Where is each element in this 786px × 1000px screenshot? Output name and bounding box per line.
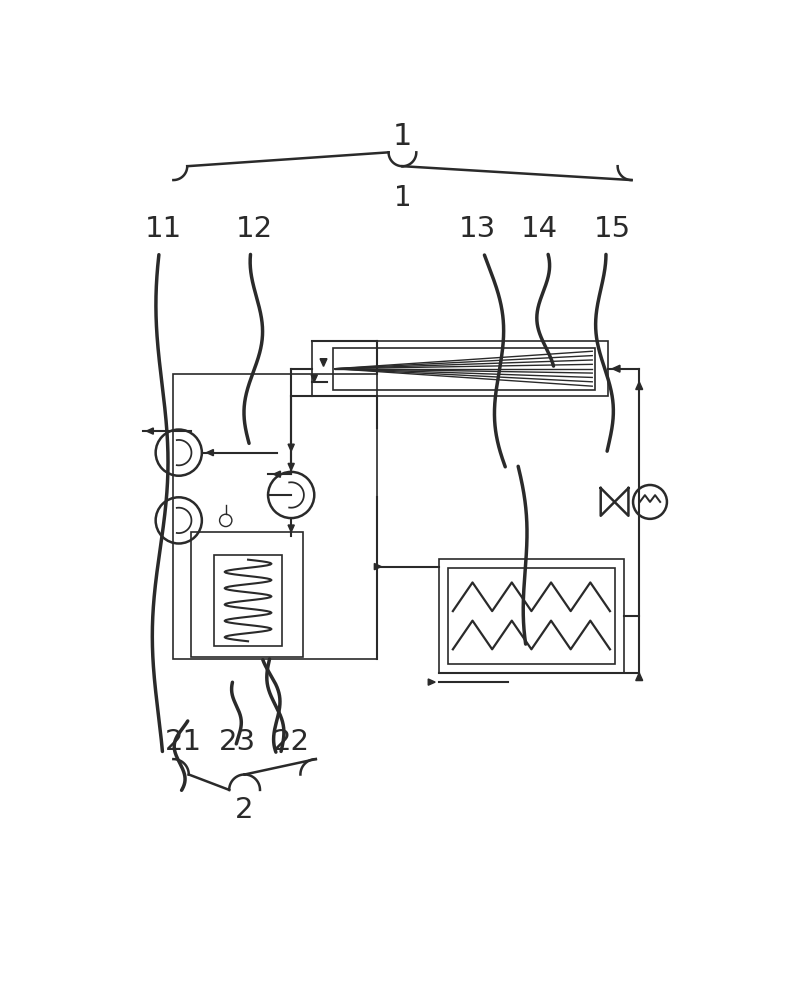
- Bar: [214, 555, 282, 646]
- Polygon shape: [636, 382, 643, 389]
- Polygon shape: [374, 563, 381, 570]
- Text: 1: 1: [394, 184, 412, 212]
- Polygon shape: [274, 471, 281, 477]
- Text: 13: 13: [459, 215, 496, 243]
- Bar: [174, 374, 377, 659]
- Polygon shape: [288, 444, 294, 451]
- Polygon shape: [207, 450, 214, 456]
- Text: 11: 11: [145, 215, 182, 243]
- Text: 14: 14: [520, 215, 558, 243]
- Text: 23: 23: [219, 728, 255, 756]
- Polygon shape: [428, 679, 435, 685]
- Polygon shape: [288, 525, 294, 532]
- Text: 15: 15: [593, 215, 631, 243]
- Polygon shape: [320, 359, 327, 366]
- Text: 22: 22: [273, 728, 310, 756]
- Polygon shape: [311, 375, 318, 382]
- Text: 12: 12: [236, 215, 273, 243]
- Text: 21: 21: [165, 728, 202, 756]
- Polygon shape: [146, 428, 153, 434]
- Bar: [448, 568, 615, 664]
- Text: 1: 1: [393, 122, 413, 151]
- Bar: [439, 559, 624, 673]
- Polygon shape: [288, 463, 294, 470]
- Bar: [312, 341, 608, 396]
- Bar: [332, 348, 594, 390]
- Polygon shape: [612, 365, 620, 372]
- Bar: [191, 532, 303, 657]
- Text: 2: 2: [235, 796, 253, 824]
- Polygon shape: [636, 673, 643, 681]
